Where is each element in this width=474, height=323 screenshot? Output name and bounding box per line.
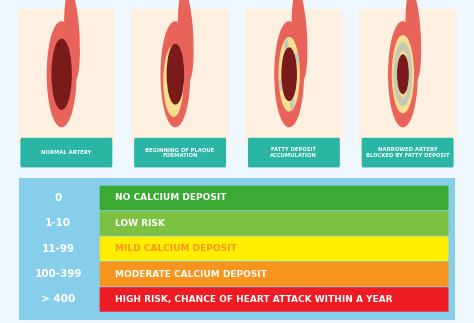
FancyBboxPatch shape [23,263,93,286]
Text: NO CALCIUM DEPOSIT: NO CALCIUM DEPOSIT [115,193,227,203]
Text: LOW RISK: LOW RISK [115,219,165,228]
Circle shape [275,22,303,127]
Text: NARROWED ARTERY
BLOCKED BY FATTY DEPOSIT: NARROWED ARTERY BLOCKED BY FATTY DEPOSIT [366,147,449,158]
FancyBboxPatch shape [100,236,448,261]
Circle shape [389,22,417,127]
FancyBboxPatch shape [15,176,459,321]
Circle shape [279,37,299,111]
Circle shape [392,36,413,113]
FancyBboxPatch shape [23,237,93,260]
Ellipse shape [65,0,79,80]
FancyBboxPatch shape [100,211,448,235]
FancyBboxPatch shape [245,9,343,145]
Circle shape [282,48,296,100]
FancyBboxPatch shape [248,138,340,167]
Ellipse shape [292,0,307,80]
Text: > 400: > 400 [41,295,75,305]
FancyBboxPatch shape [134,138,226,167]
FancyBboxPatch shape [23,186,93,210]
FancyBboxPatch shape [131,9,229,145]
Circle shape [398,55,408,93]
FancyBboxPatch shape [20,138,112,167]
Text: MILD CALCIUM DEPOSIT: MILD CALCIUM DEPOSIT [115,244,237,253]
Text: 1-10: 1-10 [45,218,71,228]
Text: HIGH RISK, CHANCE OF HEART ATTACK WITHIN A YEAR: HIGH RISK, CHANCE OF HEART ATTACK WITHIN… [115,295,392,304]
Text: BEGINNING OF PLAQUE
FORMATION: BEGINNING OF PLAQUE FORMATION [146,147,215,158]
Ellipse shape [406,0,420,80]
Text: MODERATE CALCIUM DEPOSIT: MODERATE CALCIUM DEPOSIT [115,270,267,279]
Circle shape [47,22,76,127]
Circle shape [285,39,288,50]
FancyBboxPatch shape [23,212,93,235]
Text: FATTY DEPOSIT
ACCUMULATION: FATTY DEPOSIT ACCUMULATION [271,147,317,158]
Text: 11-99: 11-99 [42,244,75,254]
Circle shape [52,39,71,109]
Circle shape [167,45,183,104]
Circle shape [291,99,293,109]
FancyBboxPatch shape [100,186,448,210]
Text: NORMAL ARTERY: NORMAL ARTERY [41,150,91,155]
FancyBboxPatch shape [100,262,448,287]
Text: 100-399: 100-399 [35,269,82,279]
Circle shape [295,53,298,64]
FancyBboxPatch shape [100,287,448,312]
Circle shape [280,80,283,90]
Text: 0: 0 [55,193,62,203]
Circle shape [161,22,190,127]
FancyBboxPatch shape [23,288,93,311]
FancyBboxPatch shape [359,9,456,145]
Ellipse shape [179,0,193,80]
Circle shape [164,46,183,116]
FancyBboxPatch shape [18,9,115,145]
FancyBboxPatch shape [362,138,454,167]
